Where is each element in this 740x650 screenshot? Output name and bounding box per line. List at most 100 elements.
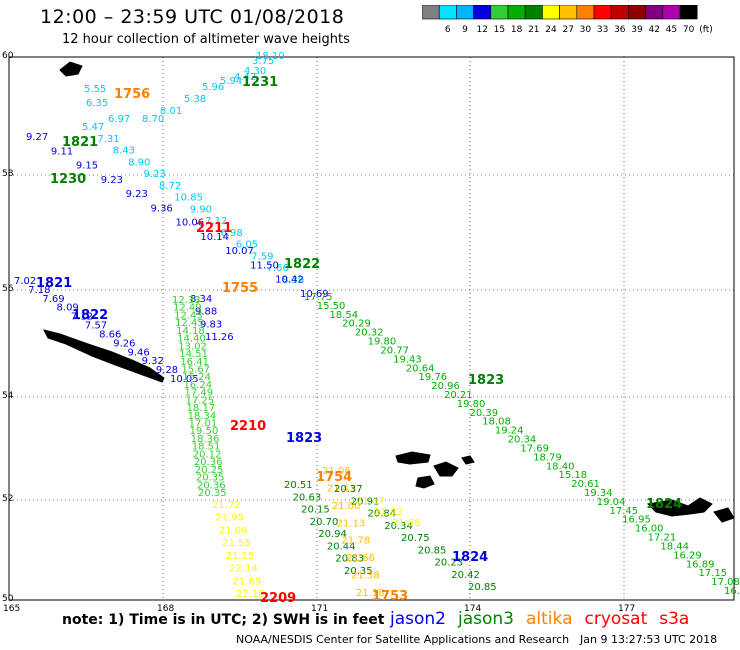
pass-time-label: 1754 bbox=[316, 470, 352, 485]
wave-height-label: 20.12 bbox=[193, 449, 222, 460]
pass-time-label: 1824 bbox=[646, 497, 682, 512]
pass-time-label: 1753 bbox=[372, 589, 408, 604]
wave-height-label: 9.23 bbox=[126, 189, 148, 200]
wave-height-label: 9.23 bbox=[101, 175, 123, 186]
scale-swatch bbox=[679, 5, 698, 20]
satellite-legend-entry: jason2 bbox=[390, 609, 446, 629]
latitude-tick-label: 56 bbox=[2, 284, 14, 294]
pass-time-label: 1824 bbox=[452, 550, 488, 565]
wave-height-label: 18.79 bbox=[533, 452, 562, 463]
wave-height-label: 8.66 bbox=[99, 329, 121, 340]
wave-height-label: 17.21 bbox=[648, 533, 677, 544]
wave-height-label: 20.91 bbox=[351, 496, 380, 507]
wave-height-label: 7.12 bbox=[205, 216, 227, 227]
wave-height-label: 18.40 bbox=[546, 461, 575, 472]
wave-height-label: 8.43 bbox=[113, 146, 135, 157]
wave-height-label: 7.12 bbox=[71, 312, 93, 323]
wave-height-label: 6.35 bbox=[86, 98, 108, 109]
wave-height-label: 7.02 bbox=[14, 276, 36, 287]
scale-label: 18 bbox=[511, 25, 523, 35]
wave-height-label: 16.00 bbox=[635, 524, 664, 535]
wave-height-label: 19.76 bbox=[419, 372, 448, 383]
wave-height-label: 16.41 bbox=[180, 357, 209, 368]
wave-height-label: 20.84 bbox=[368, 509, 397, 520]
wave-height-label: 21.55 bbox=[222, 538, 251, 549]
wave-height-label: 16.89 bbox=[686, 559, 715, 570]
wave-height-label: 18.34 bbox=[188, 411, 217, 422]
scale-label: 39 bbox=[631, 25, 643, 35]
wave-height-label: 8.09 bbox=[57, 303, 79, 314]
scale-label: 36 bbox=[614, 25, 626, 35]
wave-height-label: 20.37 bbox=[334, 484, 363, 495]
pass-time-label: 1823 bbox=[286, 431, 322, 446]
wave-height-label: 17.69 bbox=[520, 443, 549, 454]
wave-height-label: 21.69 bbox=[233, 576, 262, 587]
wave-height-label: 21.66 bbox=[346, 553, 375, 564]
map-title: 12:00 – 23:59 UTC 01/08/2018 bbox=[40, 6, 345, 28]
wave-height-label: 9.23 bbox=[144, 169, 166, 180]
wave-height-label: 19.34 bbox=[584, 488, 613, 499]
wave-height-label: 16.95 bbox=[622, 515, 651, 526]
pass-time-label: 1230 bbox=[50, 172, 86, 187]
wave-height-label: 21.86 bbox=[392, 518, 421, 529]
wave-height-label: 18.10 bbox=[256, 51, 285, 62]
pass-time-label: 1756 bbox=[114, 87, 150, 102]
wave-height-label: 14.40 bbox=[177, 334, 206, 345]
wave-height-label: 20.83 bbox=[335, 554, 364, 565]
longitude-tick-label: 168 bbox=[157, 604, 174, 614]
wave-height-label: 21.15 bbox=[226, 551, 255, 562]
wave-height-label: 20.25 bbox=[195, 465, 224, 476]
wave-height-label: 5.38 bbox=[184, 94, 206, 105]
wave-height-label: 19.50 bbox=[190, 426, 219, 437]
scale-label: 6 bbox=[445, 25, 451, 35]
wave-height-label: 15.24 bbox=[182, 372, 211, 383]
wave-height-label: 16.29 bbox=[673, 550, 702, 561]
wave-height-label: 9.36 bbox=[151, 203, 173, 214]
wave-height-label: 21.67 bbox=[356, 496, 385, 507]
wave-height-label: 19.43 bbox=[393, 354, 422, 365]
pass-time-label: 2211 bbox=[196, 221, 232, 236]
wave-height-label: 20.44 bbox=[327, 541, 356, 552]
wave-height-label: 9.28 bbox=[156, 365, 178, 376]
wave-height-label: 17.08 bbox=[711, 577, 740, 588]
wave-height-label: 20.32 bbox=[355, 328, 384, 339]
scale-label: 42 bbox=[648, 25, 659, 35]
wave-height-label: 20.35 bbox=[196, 473, 225, 484]
scale-label: 24 bbox=[545, 25, 557, 35]
wave-height-label: 12.33 bbox=[172, 295, 201, 306]
pass-time-label: 1822 bbox=[284, 257, 320, 272]
wave-height-label: 8.72 bbox=[159, 181, 181, 192]
wave-height-label: 10.07 bbox=[225, 246, 254, 257]
wave-height-label: 21.95 bbox=[215, 513, 244, 524]
wave-height-label: 19.24 bbox=[495, 426, 524, 437]
latitude-tick-label: 60 bbox=[2, 51, 14, 61]
scale-label: 21 bbox=[528, 25, 539, 35]
longitude-tick-label: 174 bbox=[464, 604, 481, 614]
wave-height-label: 21.06 bbox=[219, 525, 248, 536]
wave-height-label: 20.75 bbox=[401, 533, 430, 544]
coastline-landmass bbox=[395, 451, 431, 465]
wave-height-label: 19.04 bbox=[597, 497, 626, 508]
coastline-landmass bbox=[59, 61, 83, 77]
scale-label: 30 bbox=[580, 25, 592, 35]
coastline-landmass bbox=[461, 455, 475, 465]
wave-height-label: 20.34 bbox=[384, 521, 413, 532]
scale-label: 27 bbox=[562, 25, 573, 35]
wave-height-label: 20.34 bbox=[508, 435, 537, 446]
wave-height-label: 21.93 bbox=[374, 507, 403, 518]
wave-height-label: 22.14 bbox=[229, 564, 258, 575]
wave-height-label: 10.14 bbox=[200, 232, 229, 243]
wave-height-label: 20.29 bbox=[342, 319, 371, 330]
wave-height-label: 20.36 bbox=[197, 480, 226, 491]
generated-timestamp: Jan 9 13:27:53 UTC 2018 bbox=[580, 633, 718, 646]
wave-height-label: 15.50 bbox=[317, 301, 346, 312]
wave-height-label: 18.54 bbox=[329, 310, 358, 321]
longitude-tick-label: 177 bbox=[618, 604, 635, 614]
scale-unit: (ft) bbox=[699, 25, 713, 35]
satellite-legend-entry: cryosat bbox=[584, 609, 648, 629]
wave-height-label: 20.35 bbox=[198, 488, 227, 499]
coastline-landmass bbox=[646, 497, 713, 517]
wave-height-label: 20.36 bbox=[194, 457, 223, 468]
wave-height-label: 20.15 bbox=[301, 505, 330, 516]
wave-height-label: 16.46 bbox=[724, 586, 740, 597]
